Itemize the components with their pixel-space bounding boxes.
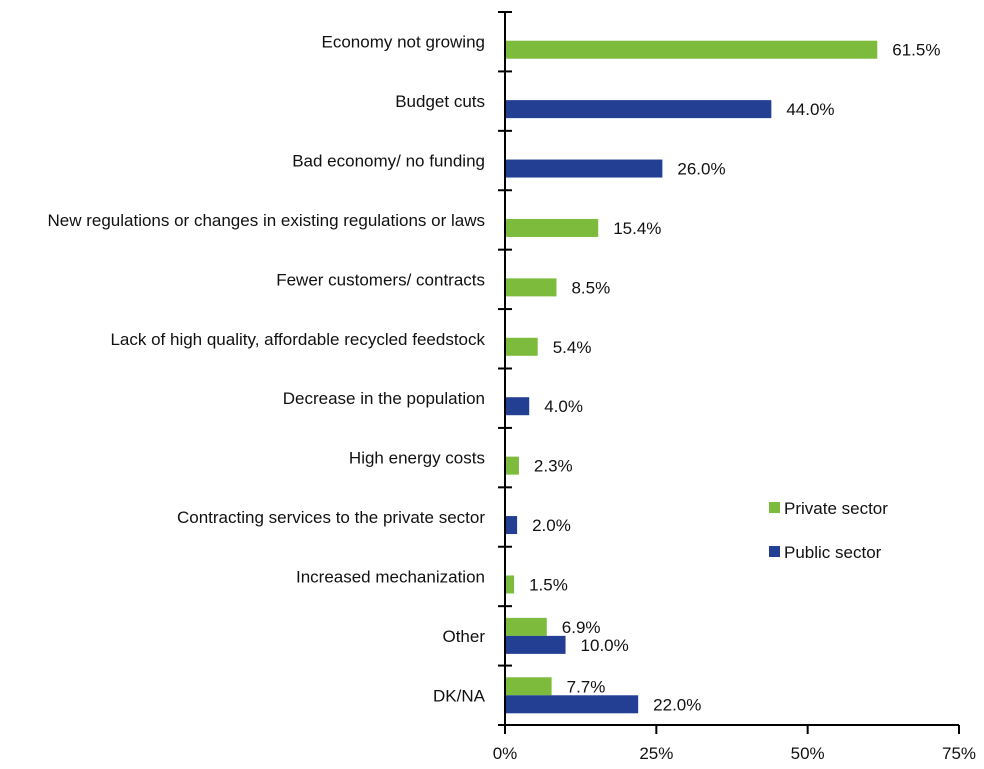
axes-group [498,11,960,734]
x-tick-label: 25% [639,744,673,763]
value-label: 8.5% [571,278,610,297]
bar-public [505,100,772,119]
legend-label-public: Public sector [784,543,882,562]
category-label: Other [442,627,485,646]
value-label: 1.5% [529,575,568,594]
category-label: Fewer customers/ contracts [276,270,485,289]
value-label: 7.7% [567,677,606,696]
bar-private [505,218,599,237]
bars-group [505,40,878,714]
category-label: Decrease in the population [283,389,485,408]
x-tick-label: 75% [942,744,976,763]
category-label: High energy costs [349,449,485,468]
value-label: 22.0% [653,695,701,714]
bar-public [505,635,566,654]
category-label: DK/NA [433,686,486,705]
value-labels: 61.5% 44.0% 26.0% 15.4% 8.5% 5.4% 4.0% 2.3% 2.0%… [529,41,940,715]
bar-private [505,575,515,594]
category-labels: Economy not growing Budget cuts Bad econom… [47,33,485,706]
value-label: 4.0% [544,397,583,416]
bar-private [505,617,547,636]
category-label: Economy not growing [322,33,485,52]
category-label: Lack of high quality, affordable recycle… [110,330,485,349]
category-label: Contracting services to the private sect… [177,508,485,527]
x-tick-label: 50% [791,744,825,763]
category-label: New regulations or changes in existing r… [47,211,485,230]
value-label: 26.0% [677,160,725,179]
bar-public [505,695,639,714]
value-label: 2.3% [534,457,573,476]
bar-public [505,159,663,178]
x-tick-label: 0% [493,744,518,763]
value-label: 44.0% [786,100,834,119]
value-label: 6.9% [562,618,601,637]
tick-labels: 0% 25% 50% 75% [493,744,976,763]
value-label: 5.4% [553,338,592,357]
legend-label-private: Private sector [784,499,888,518]
category-label: Bad economy/ no funding [292,152,485,171]
value-label: 2.0% [532,516,571,535]
bar-private [505,278,557,297]
legend-swatch-public [769,546,780,557]
bar-private [505,337,538,356]
bar-private [505,40,878,59]
value-label: 61.5% [892,41,940,60]
category-label: Increased mechanization [296,567,485,586]
value-label: 10.0% [581,636,629,655]
value-label: 15.4% [613,219,661,238]
bar-private [505,677,552,696]
legend: Private sector Public sector [769,499,888,562]
bar-public [505,397,530,416]
legend-swatch-private [769,502,780,513]
bar-public [505,516,518,535]
bar-private [505,456,519,475]
category-label: Budget cuts [395,92,485,111]
